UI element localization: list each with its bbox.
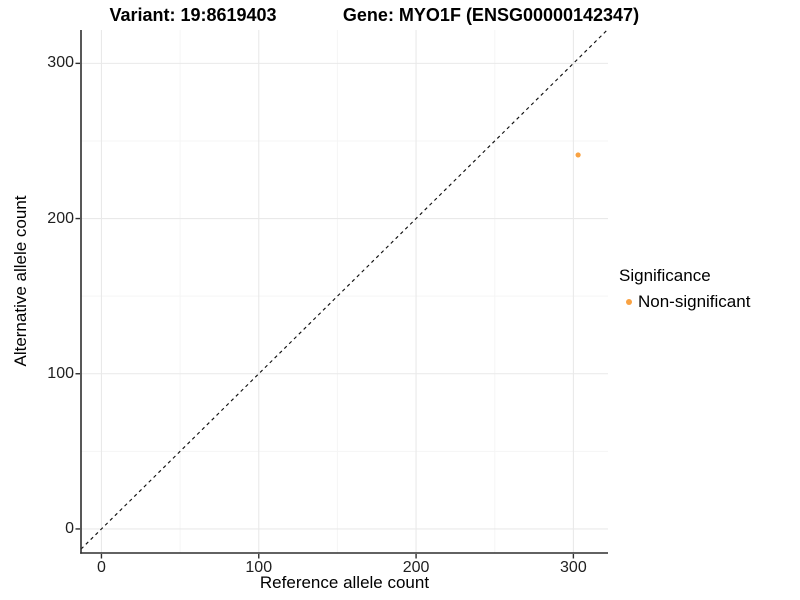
y-tick-label: 100 [47, 364, 74, 382]
x-tick-label: 0 [96, 559, 106, 576]
y-tick-label: 300 [47, 54, 74, 72]
y-tick-label: 200 [47, 209, 74, 227]
x-tick-label: 300 [560, 559, 587, 576]
data-point [575, 152, 581, 158]
legend-item-non-significant: Non-significant [619, 292, 799, 312]
legend-title: Significance [619, 266, 711, 285]
y-tick-label: 0 [65, 519, 74, 537]
x-tick-label: 200 [402, 559, 430, 576]
plot-title-variant: Variant: 19:8619403 [109, 5, 277, 25]
plot-title-gene: Gene: MYO1F (ENSG00000142347) [342, 5, 640, 25]
x-tick-label: 100 [245, 559, 273, 576]
y-axis-label: Alternative allele count [11, 195, 30, 367]
legend-point-icon [626, 299, 632, 305]
x-axis-label: Reference allele count [259, 573, 430, 592]
legend-item-label: Non-significant [638, 292, 751, 311]
legend: Significance Non-significant [619, 266, 799, 312]
